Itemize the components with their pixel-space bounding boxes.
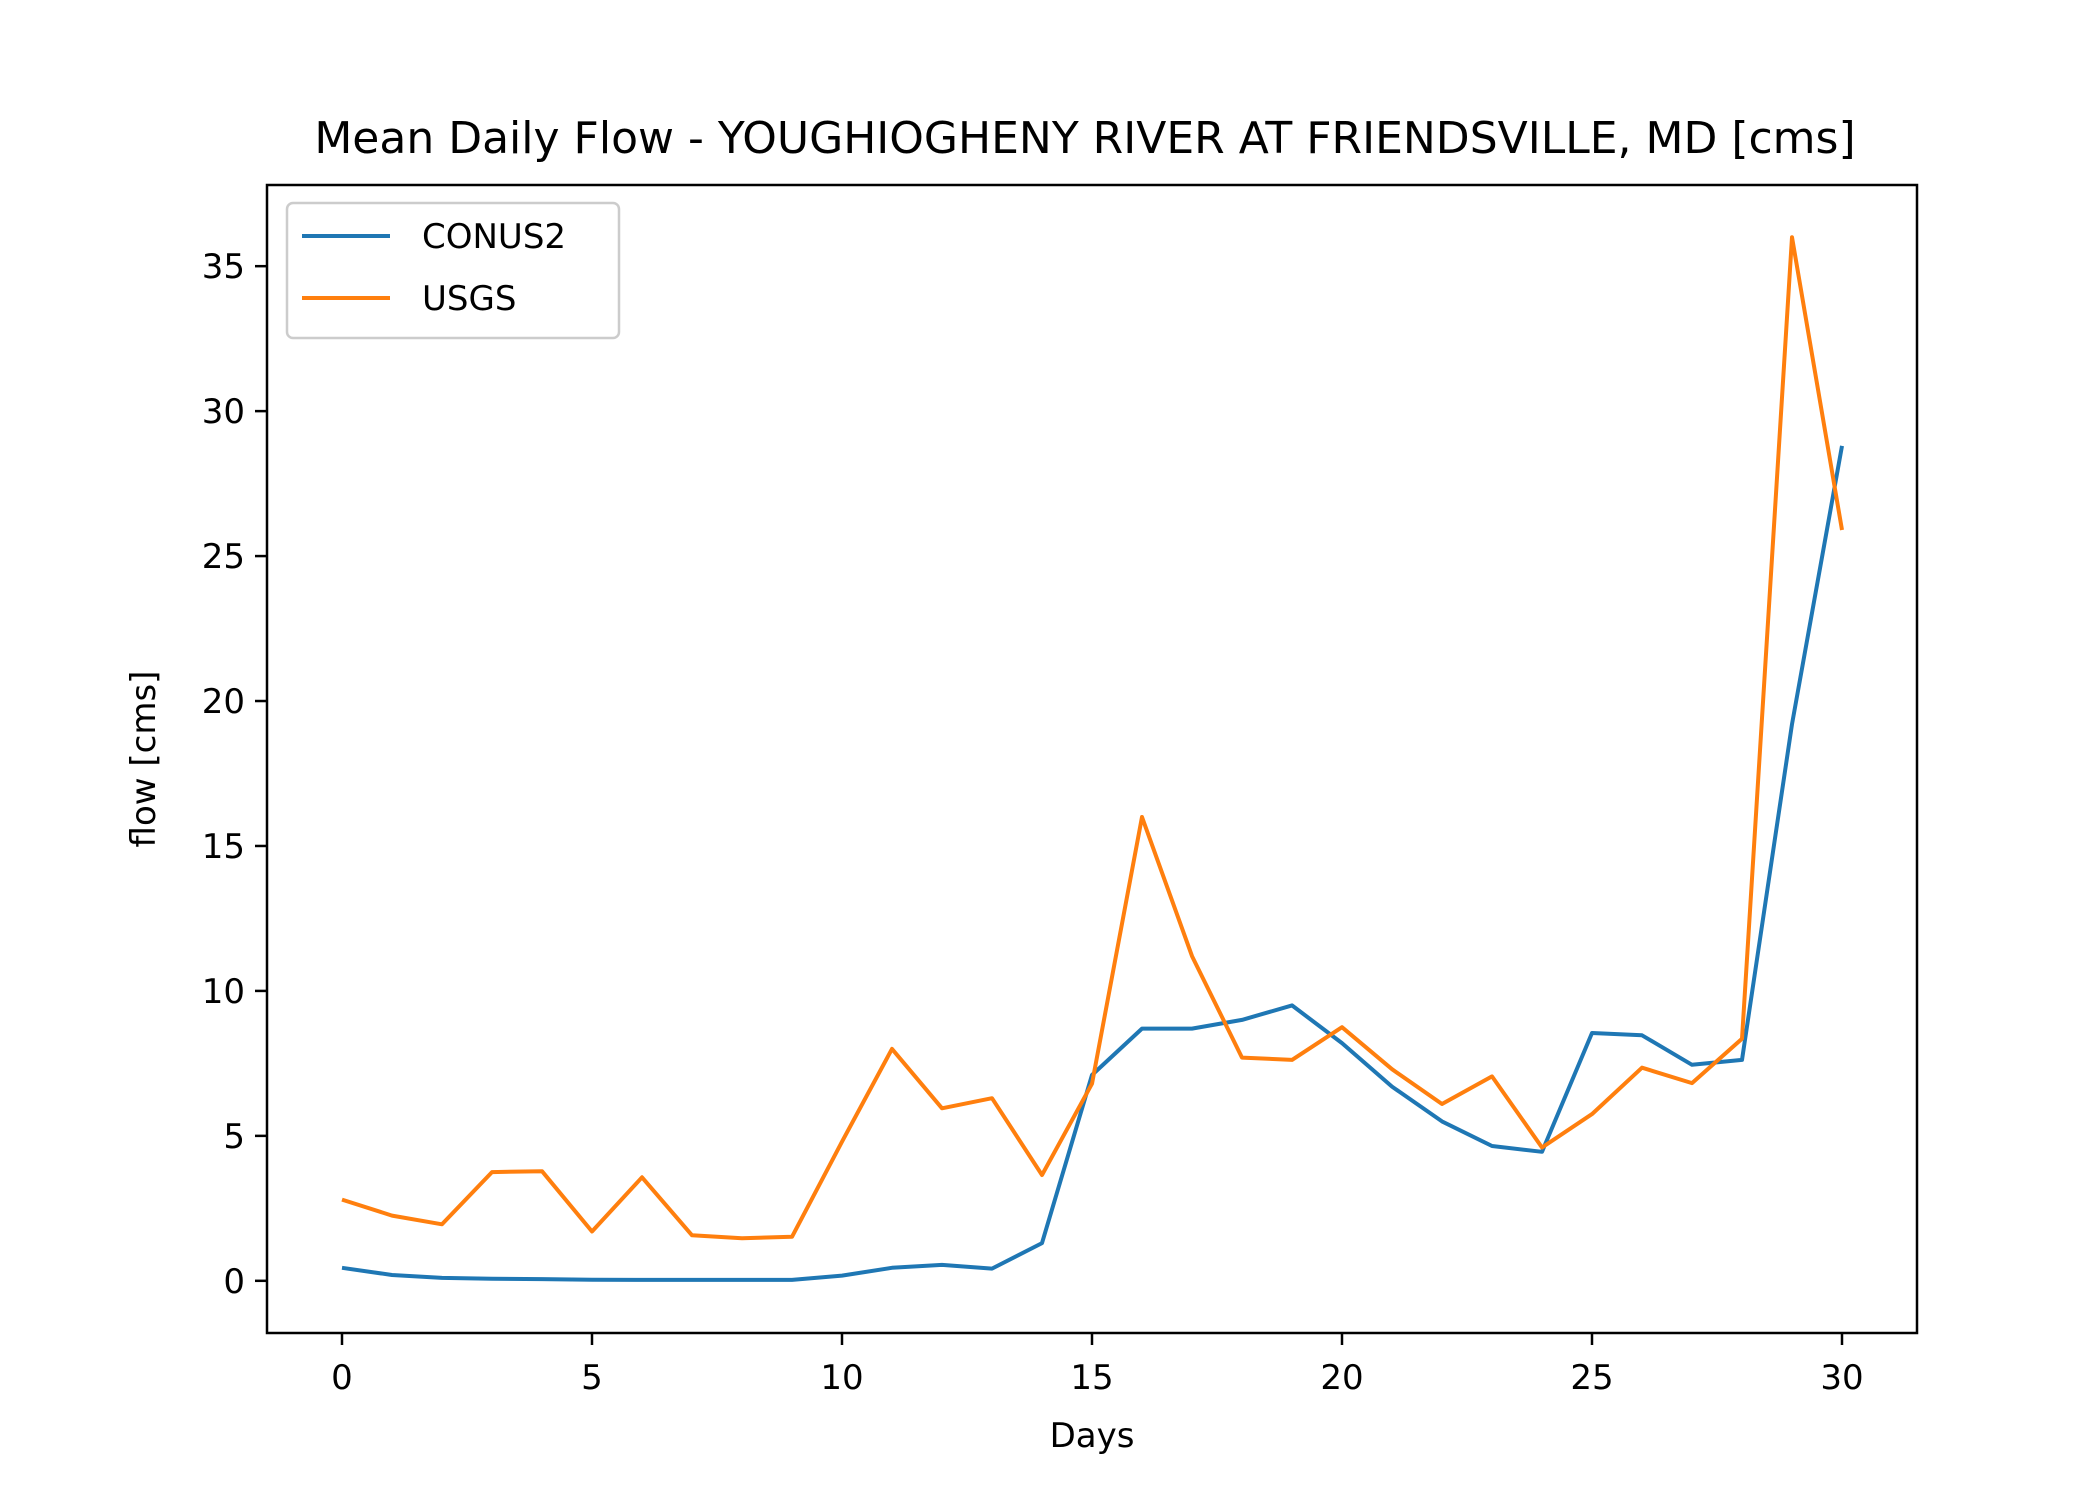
y-tick-label: 0 [223, 1262, 245, 1302]
series-lines [341, 235, 1844, 1282]
x-axis-label: Days [1050, 1416, 1135, 1456]
legend-label-usgs: USGS [422, 279, 516, 319]
y-tick-label: 5 [223, 1117, 245, 1157]
y-tick-label: 10 [202, 972, 245, 1012]
y-tick-label: 25 [202, 537, 245, 577]
y-axis: 0 5 10 15 20 25 30 35 [202, 247, 267, 1302]
y-tick-label: 20 [202, 682, 245, 722]
legend-label-conus2: CONUS2 [422, 217, 566, 257]
x-tick-label: 0 [331, 1358, 353, 1398]
chart-title: Mean Daily Flow - YOUGHIOGHENY RIVER AT … [314, 113, 1855, 164]
x-tick-label: 15 [1070, 1358, 1113, 1398]
y-tick-label: 15 [202, 827, 245, 867]
y-tick-label: 30 [202, 392, 245, 432]
x-tick-label: 30 [1820, 1358, 1863, 1398]
plot-area [267, 185, 1917, 1333]
x-axis: 0 5 10 15 20 25 30 [331, 1333, 1864, 1398]
plot-frame [265, 183, 1919, 1335]
x-tick-label: 10 [820, 1358, 863, 1398]
legend: CONUS2 USGS [285, 201, 621, 340]
y-axis-label: flow [cms] [124, 671, 164, 848]
series-line-usgs [341, 235, 1844, 1241]
y-tick-label: 35 [202, 247, 245, 287]
x-tick-label: 20 [1320, 1358, 1363, 1398]
x-tick-label: 25 [1570, 1358, 1613, 1398]
x-tick-label: 5 [581, 1358, 603, 1398]
